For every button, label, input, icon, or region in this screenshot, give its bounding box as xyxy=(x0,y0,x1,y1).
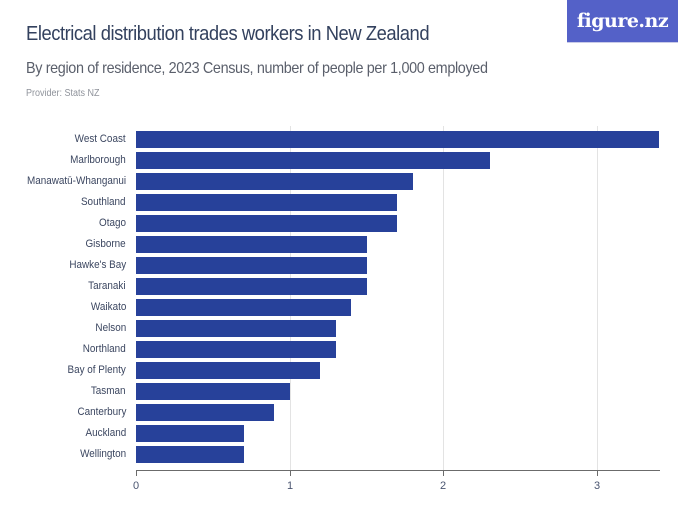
bar-row: Northland xyxy=(0,341,700,358)
gridline xyxy=(597,126,598,470)
category-label: Hawke's Bay xyxy=(69,259,126,271)
logo-underline xyxy=(567,42,678,43)
provider-label: Provider: Stats NZ xyxy=(26,88,100,99)
category-label: Southland xyxy=(81,196,126,208)
x-tick xyxy=(290,470,291,476)
bar-row: Southland xyxy=(0,194,700,211)
category-label: Wellington xyxy=(79,448,126,460)
bar-row: Gisborne xyxy=(0,236,700,253)
bar[interactable] xyxy=(136,215,397,232)
category-label: Waikato xyxy=(90,301,126,313)
bar-row: Taranaki xyxy=(0,278,700,295)
category-label: Gisborne xyxy=(85,238,126,250)
bar[interactable] xyxy=(136,278,367,295)
bar-row: Hawke's Bay xyxy=(0,257,700,274)
bar[interactable] xyxy=(136,299,351,316)
x-tick-label: 1 xyxy=(286,480,294,492)
bar-row: Waikato xyxy=(0,299,700,316)
bar[interactable] xyxy=(136,425,244,442)
chart-subtitle: By region of residence, 2023 Census, num… xyxy=(26,60,488,77)
bar[interactable] xyxy=(136,194,397,211)
bar[interactable] xyxy=(136,236,367,253)
x-tick-label: 0 xyxy=(132,480,140,492)
category-label: Bay of Plenty xyxy=(67,364,126,376)
bar[interactable] xyxy=(136,404,274,421)
x-tick-label: 3 xyxy=(593,480,601,492)
gridline xyxy=(443,126,444,470)
bar-row: Tasman xyxy=(0,383,700,400)
bar[interactable] xyxy=(136,320,336,337)
bar[interactable] xyxy=(136,257,367,274)
category-label: Otago xyxy=(99,217,126,229)
category-label: Canterbury xyxy=(77,406,126,418)
bar[interactable] xyxy=(136,173,413,190)
bar-row: Otago xyxy=(0,215,700,232)
gridline xyxy=(290,126,291,470)
bar[interactable] xyxy=(136,341,336,358)
bar[interactable] xyxy=(136,152,490,169)
bar[interactable] xyxy=(136,131,659,148)
x-tick xyxy=(443,470,444,476)
category-label: Nelson xyxy=(95,322,126,334)
category-label: Northland xyxy=(83,343,126,355)
x-axis-line xyxy=(136,470,660,471)
figure-nz-logo[interactable]: figure.nz xyxy=(567,0,678,42)
category-label: Taranaki xyxy=(88,280,126,292)
category-label: Auckland xyxy=(85,427,126,439)
bar-row: Manawatū-Whanganui xyxy=(0,173,700,190)
category-label: Marlborough xyxy=(70,154,126,166)
x-tick xyxy=(136,470,137,476)
bar-row: Bay of Plenty xyxy=(0,362,700,379)
bar-row: Canterbury xyxy=(0,404,700,421)
x-tick xyxy=(597,470,598,476)
x-tick-label: 2 xyxy=(439,480,447,492)
bar-row: Auckland xyxy=(0,425,700,442)
bar[interactable] xyxy=(136,362,320,379)
bar-row: West Coast xyxy=(0,131,700,148)
bar[interactable] xyxy=(136,383,290,400)
bar-row: Marlborough xyxy=(0,152,700,169)
bar-row: Wellington xyxy=(0,446,700,463)
category-label: West Coast xyxy=(75,133,126,145)
category-label: Manawatū-Whanganui xyxy=(26,175,126,187)
bar[interactable] xyxy=(136,446,244,463)
chart-title: Electrical distribution trades workers i… xyxy=(26,23,430,45)
category-label: Tasman xyxy=(91,385,126,397)
bar-row: Nelson xyxy=(0,320,700,337)
